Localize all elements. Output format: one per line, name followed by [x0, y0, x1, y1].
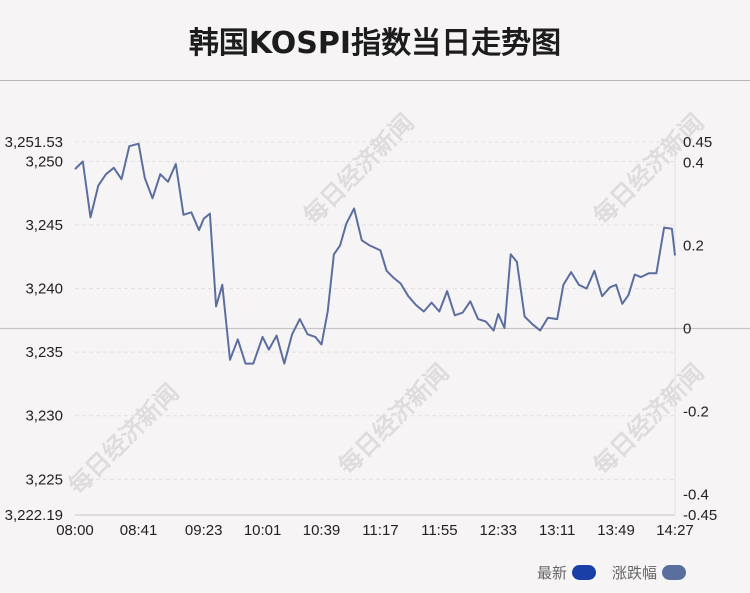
x-tick-label: 13:11	[539, 522, 575, 539]
y-left-tick-label: 3,235	[25, 344, 63, 361]
y-left-tick-label: 3,251.53	[5, 134, 63, 151]
x-tick-label: 10:01	[244, 522, 282, 539]
x-tick-label: 11:55	[421, 522, 457, 539]
x-tick-label: 09:23	[185, 522, 223, 539]
y-right-tick-label: -0.4	[683, 486, 709, 503]
y-left-tick-label: 3,250	[25, 153, 63, 170]
legend-label-change: 涨跌幅	[611, 564, 657, 582]
y-right-tick-label: 0.45	[683, 134, 712, 151]
x-tick-label: 14:27	[656, 522, 694, 539]
title-divider	[0, 80, 750, 81]
y-left-tick-label: 3,240	[25, 281, 63, 298]
y-right-tick-label: 0.2	[683, 238, 704, 255]
x-tick-label: 08:00	[56, 522, 94, 539]
y-right-tick-label: 0.4	[683, 155, 704, 172]
x-tick-label: 13:49	[597, 522, 635, 539]
y-left-tick-label: 3,245	[25, 217, 63, 234]
legend-swatch-latest	[571, 565, 596, 580]
x-tick-label: 12:33	[479, 522, 517, 539]
chart-title: 韩国KOSPI指数当日走势图	[188, 26, 562, 61]
x-tick-label: 10:39	[303, 522, 341, 539]
legend-swatch-change	[662, 565, 686, 580]
y-right-tick-label: -0.45	[683, 507, 717, 524]
y-left-tick-label: 3,230	[25, 408, 63, 425]
y-left-tick-label: 3,225	[25, 471, 63, 488]
y-right-tick-label: -0.2	[683, 403, 709, 420]
legend: 最新 涨跌幅	[537, 562, 686, 583]
x-tick-label: 08:41	[120, 522, 158, 539]
y-left-tick-label: 3,222.19	[5, 507, 63, 524]
x-tick-label: 11:17	[362, 522, 398, 539]
legend-label-latest: 最新	[536, 564, 567, 582]
y-right-tick-label: 0	[683, 321, 691, 338]
series-line	[74, 142, 676, 365]
